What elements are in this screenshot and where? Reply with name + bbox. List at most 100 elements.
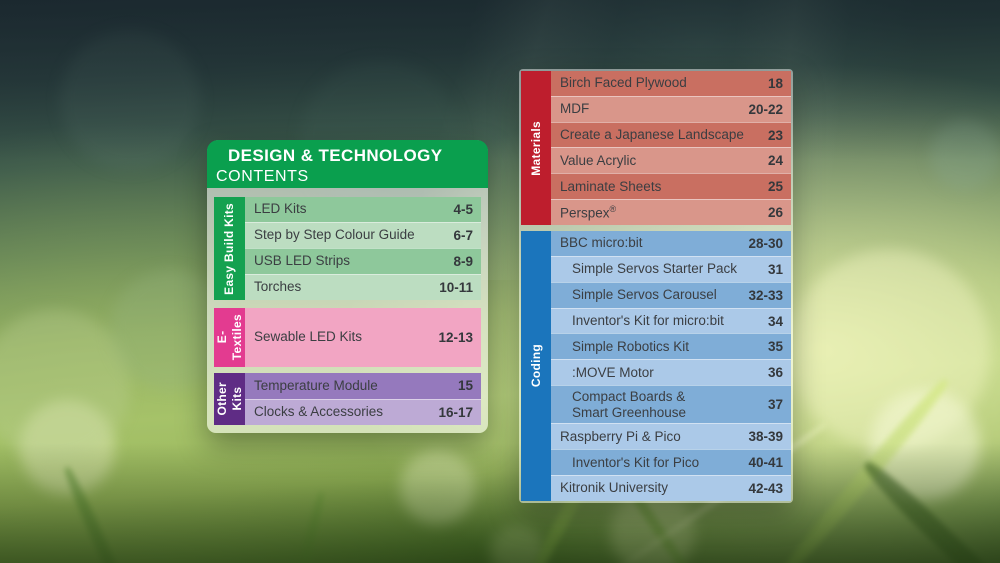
top-vignette (0, 0, 1000, 160)
toc-row: USB LED Strips 8-9 (245, 248, 481, 274)
toc-row-label: MDF (560, 101, 590, 117)
bottom-vignette (0, 443, 1000, 563)
section-materials: Materials Birch Faced Plywood 18 MDF 20-… (521, 71, 791, 225)
section-label: E- Textiles (214, 314, 244, 361)
toc-row: LED Kits 4-5 (245, 197, 481, 222)
toc-row: BBC micro:bit 28-30 (551, 231, 791, 256)
toc-row-label: Create a Japanese Landscape (560, 126, 744, 142)
toc-row-label: Simple Servos Carousel (572, 287, 717, 303)
toc-row: Raspberry Pi & Pico 38-39 (551, 423, 791, 450)
section-rows: Birch Faced Plywood 18 MDF 20-22 Create … (551, 71, 791, 225)
section-label: Materials (528, 120, 543, 176)
section-other-kits: Other Kits Temperature Module 15 Clocks … (214, 373, 481, 425)
page-subtitle: CONTENTS (216, 168, 309, 186)
toc-row-pages: 34 (767, 313, 783, 329)
toc-row: :MOVE Motor 36 (551, 359, 791, 386)
toc-row-pages: 37 (767, 397, 783, 413)
section-rows: BBC micro:bit 28-30 Simple Servos Starte… (551, 231, 791, 502)
toc-row-pages: 28-30 (748, 235, 783, 251)
toc-row: Simple Robotics Kit 35 (551, 333, 791, 360)
toc-row: Value Acrylic 24 (551, 147, 791, 174)
toc-row: Compact Boards & Smart Greenhouse 37 (551, 385, 791, 424)
toc-row-pages: 6-7 (453, 228, 473, 243)
toc-row-pages: 36 (767, 365, 783, 381)
toc-row-label: BBC micro:bit (560, 235, 643, 251)
toc-row-pages: 24 (767, 153, 783, 169)
section-tab-other-kits: Other Kits (214, 373, 245, 425)
toc-row: Step by Step Colour Guide 6-7 (245, 222, 481, 248)
toc-row-pages: 26 (767, 205, 783, 221)
toc-row-label: Inventor's Kit for Pico (572, 454, 700, 470)
toc-row-label: Simple Servos Starter Pack (572, 261, 738, 277)
toc-row-pages: 40-41 (748, 455, 783, 471)
toc-row-label: Torches (254, 279, 302, 295)
toc-row-label: Inventor's Kit for micro:bit (572, 312, 724, 328)
section-rows: LED Kits 4-5 Step by Step Colour Guide 6… (245, 197, 481, 300)
section-coding: Coding BBC micro:bit 28-30 Simple Servos… (521, 231, 791, 502)
toc-row: Birch Faced Plywood 18 (551, 71, 791, 96)
toc-row-label: Compact Boards & Smart Greenhouse (572, 388, 687, 420)
toc-row: Laminate Sheets 25 (551, 173, 791, 200)
toc-row-pages: 10-11 (439, 280, 473, 295)
contents-header: DESIGN & TECHNOLOGY CONTENTS (207, 140, 488, 188)
contents-panel-right: Materials Birch Faced Plywood 18 MDF 20-… (519, 69, 793, 503)
toc-row-pages: 38-39 (748, 429, 783, 445)
section-tab-materials: Materials (521, 71, 551, 225)
toc-row: Simple Servos Starter Pack 31 (551, 255, 791, 282)
toc-row-pages: 16-17 (438, 404, 473, 420)
toc-row-label: Value Acrylic (560, 152, 637, 168)
toc-row-pages: 23 (767, 127, 783, 143)
toc-row: Simple Servos Carousel 32-33 (551, 281, 791, 308)
toc-row: Temperature Module 15 (245, 373, 481, 399)
toc-row-pages: 31 (767, 261, 783, 277)
toc-row-pages: 18 (767, 75, 783, 91)
toc-row-pages: 15 (457, 378, 473, 394)
section-e-textiles: E- Textiles Sewable LED Kits 12-13 (214, 308, 481, 367)
toc-row-pages: 35 (767, 339, 783, 355)
toc-row-pages: 32-33 (748, 287, 783, 303)
toc-row-pages: 42-43 (748, 481, 783, 497)
section-label: Other Kits (214, 382, 244, 416)
toc-row: Sewable LED Kits 12-13 (245, 308, 481, 367)
toc-row-label: :MOVE Motor (572, 364, 654, 380)
toc-row-label: Temperature Module (254, 377, 378, 393)
toc-row-label-main: Perspex (560, 205, 610, 221)
toc-row-label: Birch Faced Plywood (560, 75, 687, 91)
toc-row: Create a Japanese Landscape 23 (551, 121, 791, 148)
section-label: Easy Build Kits (222, 202, 236, 295)
bokeh-circle (0, 310, 130, 460)
registered-mark: ® (609, 203, 617, 214)
toc-row: Clocks & Accessories 16-17 (245, 398, 481, 425)
toc-row-pages: 12-13 (438, 330, 473, 345)
toc-row: Torches 10-11 (245, 274, 481, 300)
toc-row: Kitronik University 42-43 (551, 475, 791, 502)
contents-panel: DESIGN & TECHNOLOGY CONTENTS Easy Build … (207, 140, 488, 433)
toc-row-label: Step by Step Colour Guide (254, 227, 415, 243)
toc-row-label: Clocks & Accessories (254, 404, 384, 420)
toc-row: Perspex® 26 (551, 199, 791, 225)
toc-row-pages: 20-22 (748, 101, 783, 117)
section-rows: Temperature Module 15 Clocks & Accessori… (245, 373, 481, 425)
section-tab-easy-build-kits: Easy Build Kits (214, 197, 245, 300)
toc-row: MDF 20-22 (551, 95, 791, 122)
toc-row-label: Raspberry Pi & Pico (560, 428, 681, 444)
toc-row-pages: 8-9 (453, 254, 473, 269)
section-rows: Sewable LED Kits 12-13 (245, 308, 481, 367)
page-title: DESIGN & TECHNOLOGY (228, 146, 443, 165)
toc-row-label: USB LED Strips (254, 253, 351, 269)
toc-row-label: Kitronik University (560, 480, 669, 496)
toc-row-label: Perspex® (560, 204, 616, 222)
section-label: Coding (528, 344, 543, 388)
toc-row-label: LED Kits (254, 201, 307, 217)
section-easy-build-kits: Easy Build Kits LED Kits 4-5 Step by Ste… (214, 197, 481, 300)
toc-row-label: Sewable LED Kits (254, 329, 363, 345)
toc-row: Inventor's Kit for micro:bit 34 (551, 307, 791, 334)
toc-row-pages: 25 (767, 179, 783, 195)
toc-row-label: Laminate Sheets (560, 178, 662, 194)
toc-row-pages: 4-5 (453, 202, 473, 217)
section-tab-coding: Coding (521, 231, 551, 501)
toc-row: Inventor's Kit for Pico 40-41 (551, 449, 791, 476)
section-tab-e-textiles: E- Textiles (214, 308, 245, 367)
contents-body: Easy Build Kits LED Kits 4-5 Step by Ste… (207, 188, 488, 433)
